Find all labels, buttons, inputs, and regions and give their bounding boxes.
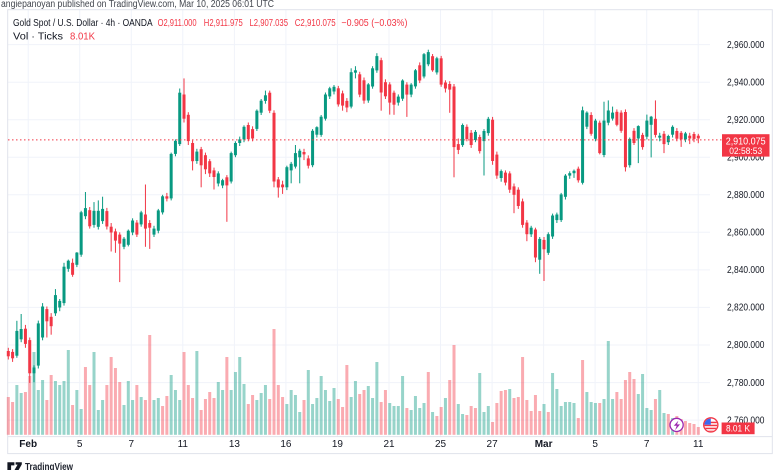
svg-text:7: 7	[644, 439, 650, 450]
svg-text:2,960.000: 2,960.000	[727, 40, 765, 51]
svg-text:2,900.000: 2,900.000	[727, 152, 765, 163]
svg-text:2,880.000: 2,880.000	[727, 190, 765, 201]
svg-text:8.01K: 8.01K	[70, 32, 95, 43]
svg-text:5: 5	[77, 439, 83, 450]
svg-text:11: 11	[693, 439, 704, 450]
svg-text:8.01 K: 8.01 K	[726, 424, 750, 434]
svg-text:16: 16	[280, 439, 292, 450]
svg-text:Feb: Feb	[19, 439, 37, 450]
svg-text:2,860.000: 2,860.000	[727, 228, 765, 239]
svg-text:2,820.000: 2,820.000	[727, 303, 765, 314]
svg-text:Mar: Mar	[535, 439, 553, 450]
svg-text:C2,910.075: C2,910.075	[295, 18, 336, 29]
svg-text:angiepanoyan published on Trad: angiepanoyan published on TradingView.co…	[1, 0, 274, 10]
svg-text:2,780.000: 2,780.000	[727, 378, 765, 389]
svg-text:2,800.000: 2,800.000	[727, 340, 765, 351]
svg-text:7: 7	[129, 439, 135, 450]
svg-text:2,940.000: 2,940.000	[727, 77, 765, 88]
svg-text:13: 13	[229, 439, 241, 450]
svg-text:2,910.075: 2,910.075	[726, 136, 766, 147]
svg-text:2,760.000: 2,760.000	[727, 415, 765, 426]
svg-text:TradingView: TradingView	[25, 462, 73, 470]
svg-text:02:58:53: 02:58:53	[729, 146, 762, 156]
svg-text:19: 19	[332, 439, 344, 450]
svg-text:25: 25	[435, 439, 447, 450]
svg-text:11: 11	[178, 439, 189, 450]
svg-text:O2,911.000: O2,911.000	[158, 18, 197, 29]
svg-text:Vol · Ticks: Vol · Ticks	[13, 32, 63, 43]
svg-text:−0.905 (−0.03%): −0.905 (−0.03%)	[341, 18, 407, 29]
svg-text:21: 21	[383, 439, 395, 450]
svg-text:2,840.000: 2,840.000	[727, 265, 765, 276]
svg-text:Gold Spot / U.S. Dollar · 4h ·: Gold Spot / U.S. Dollar · 4h · OANDA	[13, 18, 153, 29]
svg-text:2,920.000: 2,920.000	[727, 115, 765, 126]
svg-text:H2,911.975: H2,911.975	[204, 18, 243, 29]
svg-text:5: 5	[592, 439, 598, 450]
svg-text:27: 27	[487, 439, 499, 450]
svg-text:L2,907.035: L2,907.035	[250, 18, 289, 29]
